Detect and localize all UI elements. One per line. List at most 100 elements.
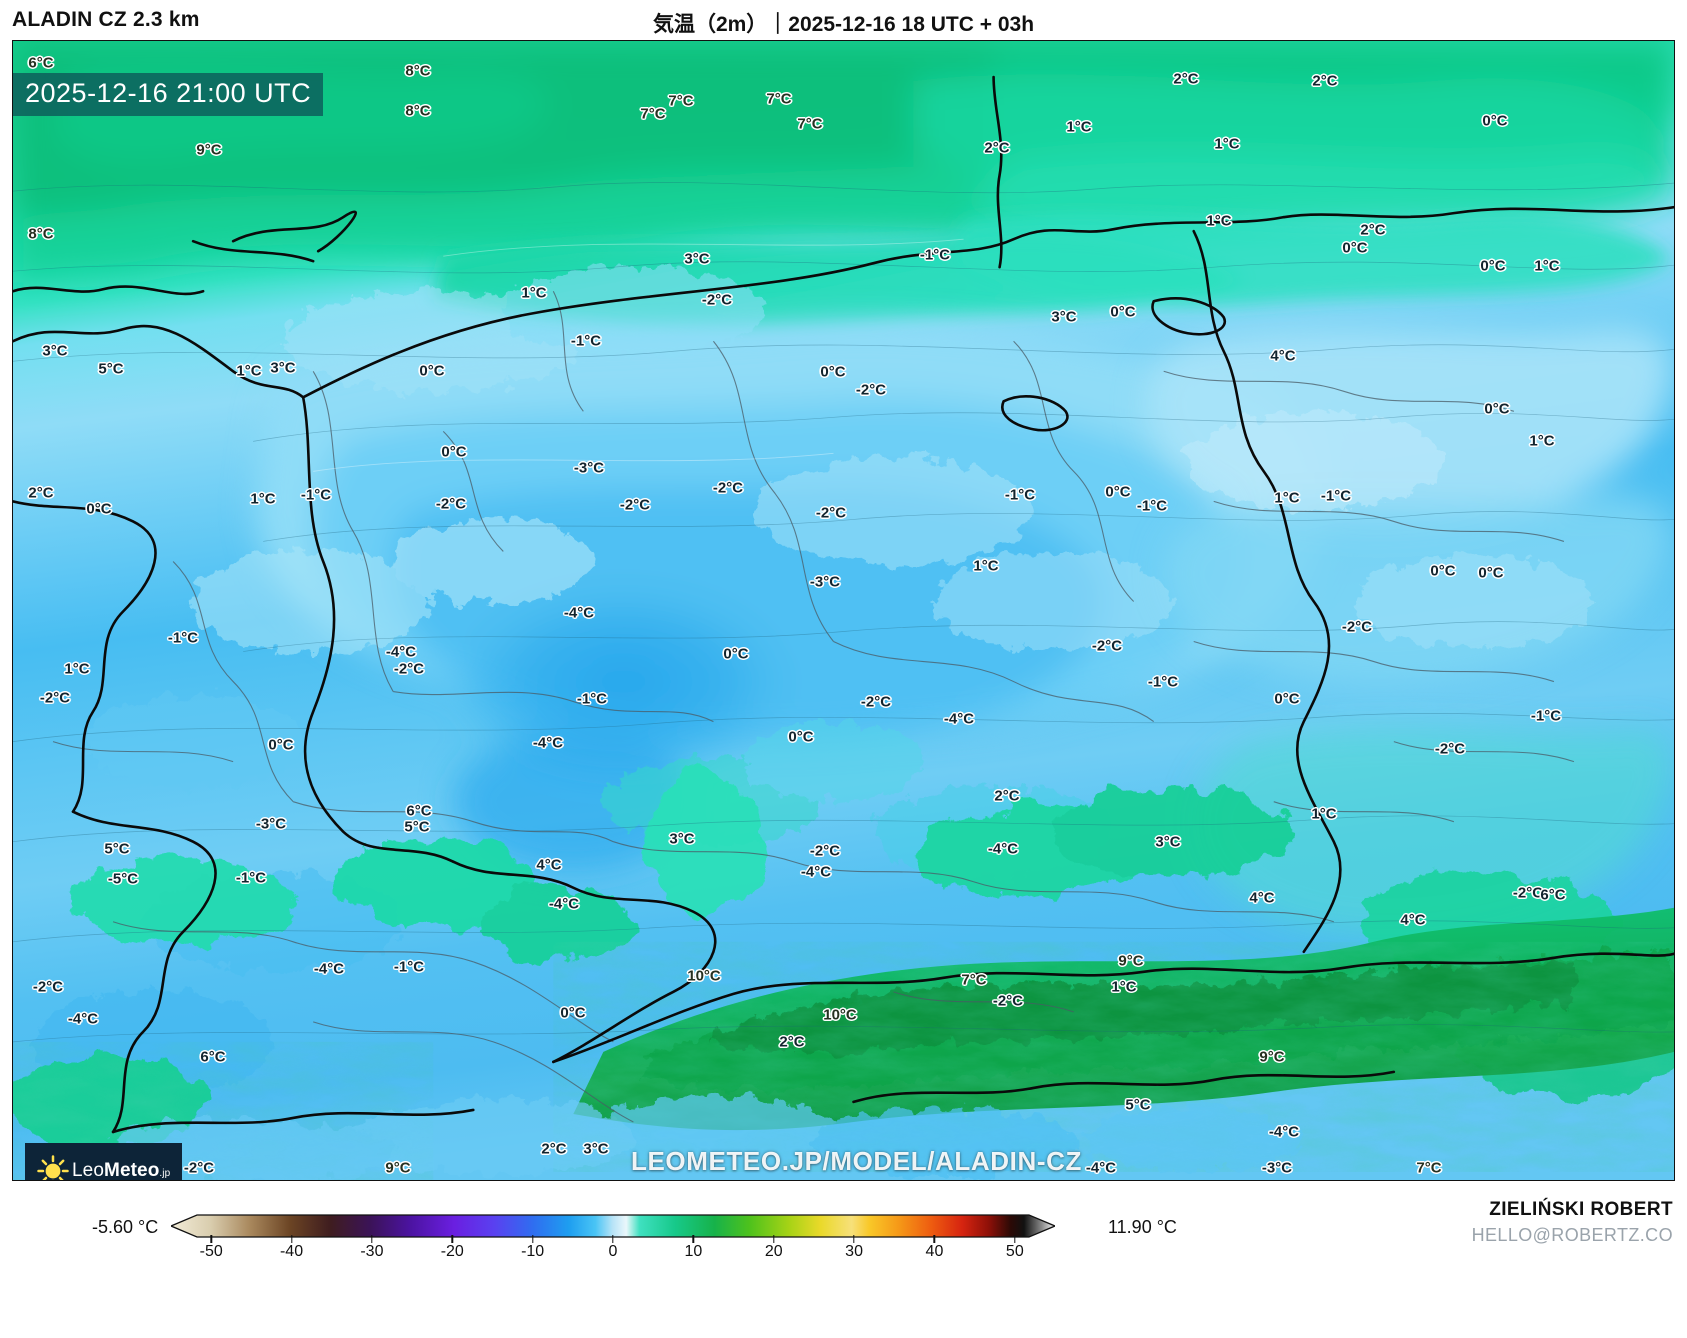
colorbar-tick-label: 0	[608, 1243, 618, 1260]
temperature-label: 0°C	[788, 728, 814, 746]
temperature-label: 10°C	[687, 967, 721, 985]
temperature-label: 1°C	[521, 284, 547, 302]
temperature-label: 0°C	[1110, 303, 1136, 321]
colorbar-tick-mark	[290, 1235, 293, 1243]
temperature-label: 8°C	[405, 62, 431, 80]
temperature-label: 1°C	[1529, 432, 1555, 450]
temperature-label: -1°C	[167, 629, 199, 647]
attribution: ZIELIŃSKI ROBERT HELLO@ROBERTZ.CO	[1253, 1199, 1673, 1246]
temperature-label: 6°C	[200, 1048, 226, 1066]
temperature-label: 2°C	[1312, 72, 1338, 90]
cold-core-minus4	[463, 589, 784, 774]
temperature-label: 1°C	[1214, 135, 1240, 153]
temperature-label: 2°C	[541, 1140, 567, 1158]
temperature-label: 0°C	[86, 500, 112, 518]
temperature-map[interactable]: 2025-12-16 21:00 UTC 6°C 8°C 2°C 2°C 7°C 7°C 7…	[12, 40, 1675, 1181]
temperature-label: -1°C	[1320, 487, 1352, 505]
temperature-label: -2°C	[1512, 884, 1544, 902]
temperature-label: 3°C	[1051, 308, 1077, 326]
temperature-label: 1°C	[1111, 978, 1137, 996]
colorbar-tick-mark	[612, 1235, 614, 1243]
temperature-label: -4°C	[532, 734, 564, 752]
colorbar-tick-mark	[531, 1235, 534, 1243]
temperature-label: -1°C	[919, 246, 951, 264]
temperature-label: -2°C	[393, 660, 425, 678]
page-title: 気温（2m）｜2025-12-16 18 UTC + 03h	[652, 13, 1035, 36]
temperature-label: -1°C	[300, 486, 332, 504]
temperature-label: 1°C	[1206, 212, 1232, 230]
temperature-label: 1°C	[1311, 805, 1337, 823]
temperature-label: 2°C	[1173, 70, 1199, 88]
temperature-label: -1°C	[576, 690, 608, 708]
colorbar-tick-label: -40	[279, 1243, 304, 1260]
colorbar-max-label: 11.90 °C	[1108, 1217, 1177, 1237]
timestamp-badge: 2025-12-16 21:00 UTC	[13, 73, 324, 116]
colorbar-tick-mark	[933, 1235, 936, 1243]
temperature-label: 0°C	[1342, 239, 1368, 257]
author-name: ZIELIŃSKI ROBERT	[1489, 1199, 1673, 1220]
leometeo-logo[interactable]: LeoMeteo.jp	[25, 1143, 182, 1181]
temperature-label: -2°C	[435, 495, 467, 513]
temperature-label: 1°C	[1274, 489, 1300, 507]
colorbar-tick-label: -30	[360, 1243, 384, 1260]
temperature-label: 7°C	[640, 105, 666, 123]
temperature-label: 1°C	[1534, 257, 1560, 275]
field-texture	[33, 267, 1594, 1094]
temperature-label: 4°C	[1249, 889, 1275, 907]
temperature-label: -2°C	[712, 479, 744, 497]
author-email: HELLO@ROBERTZ.CO	[1471, 1225, 1673, 1245]
isotherm-contours	[13, 182, 1674, 1043]
temperature-label: -2°C	[39, 689, 71, 707]
temperature-label: -4°C	[987, 840, 1019, 858]
colorbar-tick-label: -50	[199, 1243, 223, 1260]
temperature-label: -3°C	[573, 459, 605, 477]
temperature-label: -4°C	[385, 643, 417, 661]
temperature-label: 6°C	[406, 802, 432, 820]
temperature-label: -2°C	[815, 504, 847, 522]
temperature-label: 4°C	[536, 856, 562, 874]
temperature-label: -1°C	[1530, 707, 1562, 725]
model-label: ALADIN CZ 2.3 km	[12, 8, 200, 31]
temperature-label: 6°C	[28, 54, 54, 72]
temperature-label: 10°C	[823, 1006, 857, 1024]
temperature-label: 2°C	[994, 787, 1020, 805]
temperature-label: 0°C	[1480, 257, 1506, 275]
temperature-label: 9°C	[1259, 1048, 1285, 1066]
temperature-label: 0°C	[723, 645, 749, 663]
temperature-label: 7°C	[1416, 1159, 1442, 1177]
temperature-label: -2°C	[992, 992, 1024, 1010]
temperature-label: -2°C	[1091, 637, 1123, 655]
logo-text: LeoMeteo.jp	[72, 1160, 170, 1181]
temperature-label: -1°C	[1147, 673, 1179, 691]
temperature-label: 0°C	[419, 362, 445, 380]
colorbar-tick-label: 30	[845, 1243, 863, 1260]
sun-icon	[35, 1153, 71, 1180]
temperature-label: -3°C	[1261, 1159, 1293, 1177]
temperature-label: 9°C	[385, 1159, 411, 1177]
colorbar-tick-label: 20	[764, 1243, 783, 1260]
temperature-label: -4°C	[563, 604, 595, 622]
temperature-label: 3°C	[270, 359, 296, 377]
temperature-label: 1°C	[1066, 118, 1092, 136]
colorbar-tick-mark	[853, 1235, 855, 1243]
temperature-label: 2°C	[984, 139, 1010, 157]
colorbar-tick-mark	[210, 1235, 212, 1243]
regional-borders	[52, 290, 1575, 1123]
temperature-label: -2°C	[855, 381, 887, 399]
temperature-label: 5°C	[98, 360, 124, 378]
colorbar-tick-label: -10	[521, 1243, 545, 1260]
temperature-label: 0°C	[1105, 483, 1131, 501]
temperature-label: -2°C	[183, 1159, 215, 1177]
temperature-label: 0°C	[268, 736, 294, 754]
map-watermark: LEOMETEO.JP/MODEL/ALADIN-CZ	[631, 1146, 1082, 1176]
temperature-label: 6°C	[1540, 886, 1566, 904]
temperature-label: -1°C	[570, 332, 602, 350]
temperature-label: -1°C	[1136, 497, 1168, 515]
colorbar-tick-label: 50	[1005, 1243, 1024, 1260]
temperature-label: -4°C	[548, 895, 580, 913]
temperature-label: 3°C	[684, 250, 710, 268]
page-header: ALADIN CZ 2.3 km 気温（2m）｜2025-12-16 18 UT…	[0, 0, 1687, 40]
temperature-label: 0°C	[560, 1004, 586, 1022]
colorbar-tick-label: 10	[684, 1243, 703, 1260]
temperature-label: 0°C	[441, 443, 467, 461]
